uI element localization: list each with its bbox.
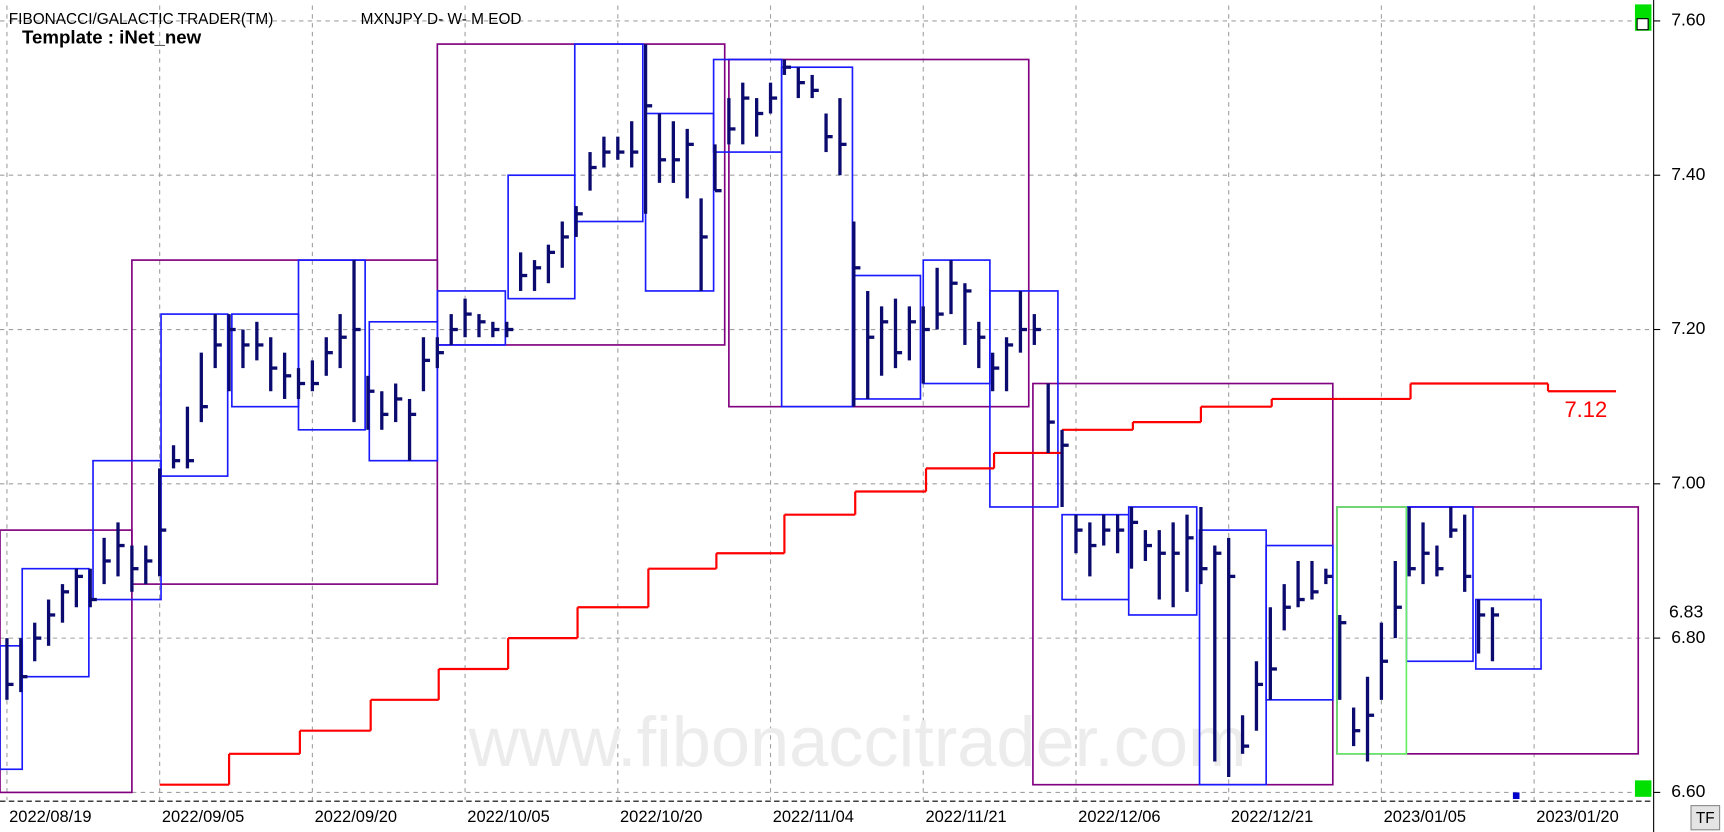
last-price-label: 6.83 bbox=[1669, 601, 1703, 621]
range-box bbox=[989, 290, 1059, 508]
scroll-marker bbox=[1512, 792, 1520, 800]
plot: 7.12 bbox=[0, 43, 1640, 794]
corner-icon[interactable] bbox=[1636, 18, 1649, 31]
range-box bbox=[436, 290, 507, 346]
x-tick-label: 2022/08/19 bbox=[9, 808, 91, 826]
y-tick-label: 7.00 bbox=[1671, 472, 1705, 492]
x-tick-label: 2023/01/20 bbox=[1536, 808, 1618, 826]
watermark: www.fibonaccitrader.com bbox=[468, 702, 1247, 781]
y-tick-label: 7.20 bbox=[1671, 318, 1705, 338]
x-tick-label: 2022/11/04 bbox=[773, 808, 854, 826]
app-title: FIBONACCI/GALACTIC TRADER(TM) bbox=[9, 11, 274, 28]
template-label: Template : iNet_new bbox=[22, 26, 202, 47]
symbol-label: MXNJPY D- W- M EOD bbox=[361, 11, 522, 28]
corner-indicator bbox=[1634, 780, 1652, 797]
y-tick-label: 7.40 bbox=[1671, 164, 1705, 184]
tf-button-label[interactable]: TF bbox=[1696, 810, 1715, 827]
range-box bbox=[1474, 598, 1542, 670]
range-box bbox=[1265, 544, 1334, 701]
x-tick-label: 2022/11/21 bbox=[925, 808, 1006, 826]
y-tick-label: 7.60 bbox=[1671, 10, 1705, 30]
x-tick-label: 2022/10/20 bbox=[620, 808, 702, 826]
x-tick-label: 2022/12/21 bbox=[1231, 808, 1313, 826]
x-tick-label: 2022/12/06 bbox=[1078, 808, 1160, 826]
range-box bbox=[21, 567, 90, 678]
x-tick-label: 2022/09/05 bbox=[162, 808, 244, 826]
grid bbox=[0, 5, 1654, 801]
tf-button[interactable] bbox=[1690, 805, 1721, 831]
y-tick-label: 6.80 bbox=[1671, 627, 1705, 647]
range-box bbox=[297, 259, 366, 431]
range-box bbox=[160, 313, 229, 477]
range-box bbox=[728, 58, 1030, 408]
range-box bbox=[1336, 506, 1408, 755]
range-box bbox=[1127, 506, 1198, 616]
x-tick-label: 2022/10/05 bbox=[467, 808, 549, 826]
x-tick-label: 2022/09/20 bbox=[315, 808, 397, 826]
last-price-bg bbox=[1664, 605, 1716, 622]
y-tick-label: 6.60 bbox=[1671, 781, 1705, 801]
range-box bbox=[573, 43, 644, 223]
line-end-label: 7.12 bbox=[1564, 397, 1607, 422]
range-box bbox=[0, 529, 133, 794]
x-tick-label: 2023/01/05 bbox=[1384, 808, 1466, 826]
range-box bbox=[0, 645, 24, 771]
